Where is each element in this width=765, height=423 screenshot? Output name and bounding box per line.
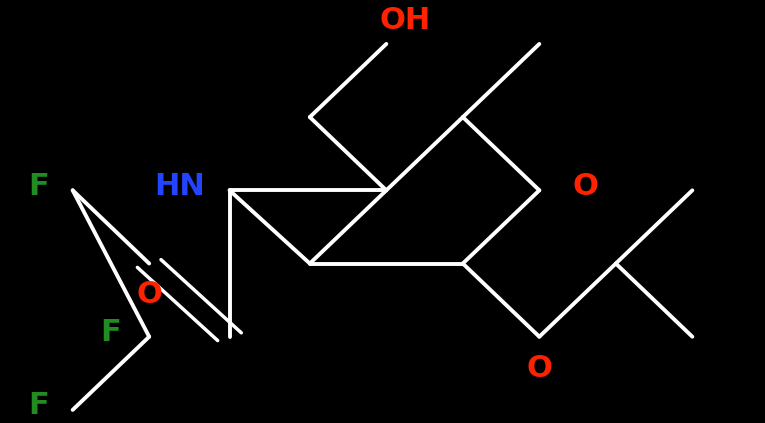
- Text: F: F: [28, 391, 49, 420]
- Text: HN: HN: [155, 172, 205, 201]
- Text: F: F: [28, 172, 49, 201]
- Text: O: O: [136, 280, 162, 309]
- Text: F: F: [100, 318, 122, 347]
- Text: O: O: [526, 354, 552, 382]
- Text: OH: OH: [380, 6, 431, 36]
- Text: O: O: [572, 172, 598, 201]
